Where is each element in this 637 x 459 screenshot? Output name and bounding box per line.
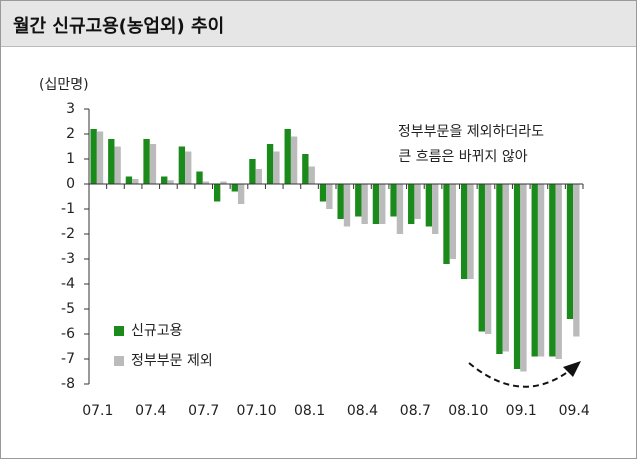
y-tick-label: -8	[61, 376, 75, 392]
y-tick-label: -5	[61, 301, 75, 317]
bar	[326, 184, 333, 209]
bar	[90, 129, 97, 184]
bar	[496, 184, 503, 354]
x-tick-label: 08.7	[400, 403, 431, 419]
bar	[408, 184, 415, 224]
bar	[108, 139, 115, 184]
y-tick-label: 0	[66, 176, 75, 192]
bar	[414, 184, 421, 219]
bar	[161, 176, 168, 184]
bar	[449, 184, 457, 259]
y-tick-label: -6	[61, 326, 75, 342]
y-tick-label: -7	[61, 351, 75, 367]
bar	[502, 184, 509, 352]
chart-title: 월간 신규고용(농업외) 추이	[13, 16, 225, 37]
bar	[343, 184, 351, 227]
y-tick-label: -2	[61, 226, 75, 242]
bar	[202, 181, 210, 184]
bar	[220, 181, 227, 184]
legend-swatch	[114, 356, 124, 366]
legend-label: 신규고용	[131, 323, 183, 339]
x-tick-label: 09.4	[559, 403, 590, 419]
bar	[266, 144, 274, 184]
bar	[372, 184, 380, 224]
bar	[290, 136, 298, 184]
bar	[96, 131, 104, 184]
bar	[566, 184, 574, 319]
bar	[231, 184, 238, 192]
bar	[573, 184, 580, 337]
bar	[537, 184, 545, 357]
bar	[361, 184, 368, 224]
bar	[319, 184, 327, 202]
y-tick-label: 2	[66, 126, 75, 142]
x-tick-label: 08.1	[294, 403, 325, 419]
bar	[467, 184, 474, 279]
y-tick-label: -4	[61, 276, 75, 292]
x-tick-label: 07.1	[82, 403, 113, 419]
bar	[249, 159, 256, 184]
bar	[520, 184, 527, 372]
title-bar: 월간 신규고용(농업외) 추이	[1, 1, 636, 47]
x-tick-label: 07.10	[237, 403, 277, 419]
annotation: 정부부문을 제외하더라도	[398, 124, 544, 140]
bar	[513, 184, 521, 369]
bar	[484, 184, 492, 334]
bar	[425, 184, 433, 227]
bar	[237, 184, 245, 204]
bar	[531, 184, 538, 357]
legend-label: 정부부문 제외	[131, 353, 213, 369]
y-tick-label: -3	[61, 251, 75, 267]
annotation: 큰 흐름은 바뀌지 않아	[398, 149, 527, 165]
y-tick-label: 1	[66, 151, 75, 167]
bar	[143, 139, 150, 184]
y-tick-label: 3	[66, 101, 75, 117]
legend-swatch	[114, 326, 124, 336]
bar	[355, 184, 362, 217]
bar	[396, 184, 404, 234]
bar	[273, 151, 280, 184]
bar	[308, 166, 315, 184]
x-tick-label: 07.7	[188, 403, 219, 419]
bar	[337, 184, 344, 219]
y-tick-label: -1	[61, 201, 75, 217]
bar	[302, 154, 309, 184]
x-tick-label: 08.10	[448, 403, 488, 419]
trend-arrow	[468, 362, 570, 388]
bar	[379, 184, 386, 224]
x-tick-label: 08.4	[347, 403, 378, 419]
bar	[255, 169, 262, 184]
bar	[132, 179, 139, 184]
bar	[178, 146, 186, 184]
bar	[460, 184, 468, 279]
x-tick-label: 07.4	[135, 403, 166, 419]
bar	[125, 176, 133, 184]
bar	[555, 184, 562, 359]
arrow-head	[563, 361, 581, 377]
bar	[443, 184, 450, 264]
bar	[213, 184, 221, 202]
bar	[478, 184, 485, 332]
bar	[196, 171, 203, 184]
y-axis-label: (십만명)	[39, 77, 89, 93]
bar	[549, 184, 556, 357]
bar	[167, 180, 174, 184]
bar	[284, 129, 291, 184]
bar	[114, 146, 121, 184]
bar	[390, 184, 397, 217]
x-tick-label: 09.1	[506, 403, 537, 419]
bar	[432, 184, 439, 234]
bar	[149, 144, 157, 184]
bar	[185, 151, 192, 184]
